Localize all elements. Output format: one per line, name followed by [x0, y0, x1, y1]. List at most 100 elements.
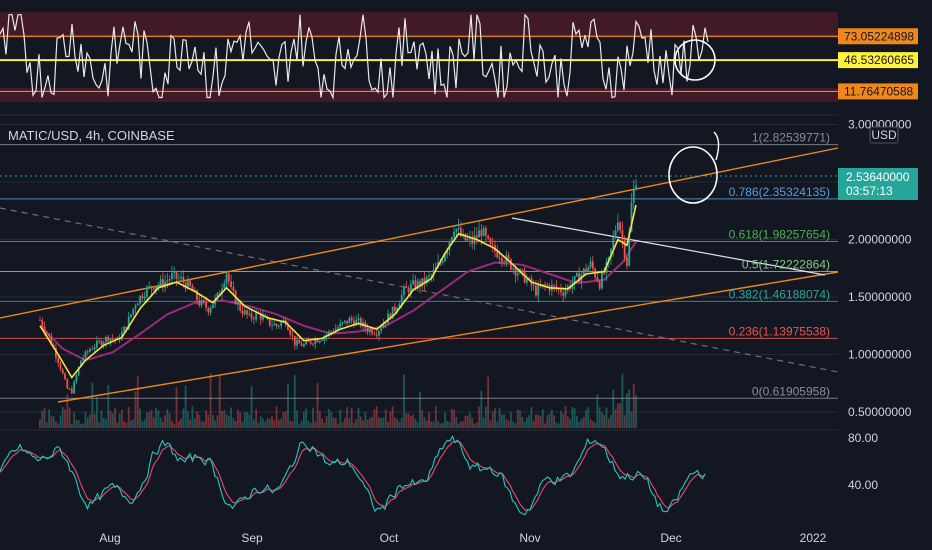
currency-badge[interactable]: USD: [869, 126, 899, 144]
volume-bar: [555, 422, 558, 428]
volume-bar: [343, 418, 346, 428]
oscillator-level-badge[interactable]: [838, 52, 918, 69]
candle-body: [66, 379, 69, 389]
volume-bar: [480, 390, 483, 428]
candle-body: [246, 310, 248, 315]
candle-body: [259, 313, 262, 320]
candle-body: [271, 325, 273, 327]
candle-body: [587, 267, 590, 272]
volume-bar: [93, 413, 96, 428]
candle-body: [507, 255, 510, 260]
volume-bar: [514, 423, 517, 428]
candle-body: [555, 285, 558, 289]
time-axis-label: Aug: [99, 531, 120, 545]
candle-body: [55, 348, 57, 358]
current-price-badge[interactable]: 2.53640000 03:57:13: [838, 168, 918, 200]
candle-body: [75, 375, 78, 382]
candle-body: [591, 261, 594, 269]
volume-bar: [273, 420, 276, 428]
candle-body: [41, 320, 44, 327]
candle-body: [537, 285, 540, 296]
candle-body: [277, 325, 280, 327]
candle-body: [166, 280, 169, 282]
volume-bar: [189, 419, 192, 428]
price-axis[interactable]: 3.000000002.500000002.000000001.50000000…: [838, 0, 932, 550]
candle-body: [450, 237, 453, 242]
volume-bar: [373, 409, 376, 428]
volume-bar: [353, 422, 355, 428]
volume-bar: [521, 416, 524, 428]
candle-body: [405, 286, 408, 289]
fib-level-label: 1(2.82539771): [752, 131, 830, 145]
volume-bar: [339, 409, 342, 428]
candle-body: [196, 290, 198, 301]
candle-body: [107, 336, 110, 342]
price-tick-label: 1.50000000: [848, 290, 912, 304]
candle-body: [512, 268, 515, 270]
candle-body: [200, 300, 203, 306]
candle-body: [232, 287, 235, 291]
candle-body: [532, 285, 535, 287]
volume-bar: [73, 412, 76, 428]
volume-bar: [298, 423, 301, 428]
volume-bar: [469, 412, 471, 428]
candle-body: [596, 277, 599, 282]
candle-body: [453, 231, 455, 238]
annotation-arrow-price: [713, 131, 720, 161]
svg-text:USD: USD: [871, 128, 897, 142]
volume-bar: [491, 411, 494, 428]
candle-body: [459, 227, 462, 237]
candle-body: [334, 328, 337, 333]
candle-body: [560, 288, 562, 293]
candle-body: [621, 230, 624, 240]
candle-body: [480, 230, 483, 237]
volume-bar: [500, 414, 503, 428]
volume-bar: [157, 410, 160, 428]
top-oscillator-panel[interactable]: [0, 12, 838, 102]
candle-body: [287, 324, 289, 331]
main-price-panel[interactable]: 1(2.82539771) 0.786(2.35324135) 0.618(1.98…: [0, 124, 839, 429]
volume-bar: [607, 418, 610, 428]
volume-bar: [544, 423, 546, 428]
candle-body: [353, 320, 355, 326]
candle-body: [378, 330, 380, 336]
candle-body: [553, 284, 556, 286]
candle-body: [314, 339, 317, 345]
oscillator-level-badge[interactable]: [838, 83, 918, 100]
candle-body: [102, 342, 105, 346]
candle-body: [307, 340, 310, 342]
candle-body: [173, 271, 176, 273]
volume-bar: [209, 373, 212, 428]
time-axis[interactable]: Aug Sep Oct Nov Dec 2022: [99, 531, 826, 545]
candle-body: [457, 227, 460, 230]
volume-bar: [528, 415, 531, 428]
candle-body: [43, 326, 46, 333]
candle-body: [528, 277, 531, 279]
candle-body: [394, 306, 396, 312]
candle-body: [237, 301, 239, 305]
volume-bar: [264, 421, 267, 428]
candle-body: [598, 281, 601, 289]
candle-body: [177, 278, 180, 280]
volume-bar: [482, 417, 485, 428]
channel-upper-line: [0, 147, 839, 319]
bottom-oscillator-panel[interactable]: [0, 435, 706, 516]
fib-level-label: 0.786(2.35324135): [729, 185, 830, 199]
candle-body: [168, 278, 171, 281]
volume-bar: [421, 409, 424, 428]
wedge-line: [511, 217, 826, 276]
candle-body: [346, 320, 349, 324]
candle-body: [289, 330, 292, 335]
volume-bar: [139, 408, 141, 428]
stoch-tick-label: 40.00: [848, 478, 878, 492]
candle-body: [255, 312, 258, 320]
candle-body: [425, 276, 428, 284]
volume-bar: [280, 418, 283, 428]
volume-bar: [516, 410, 519, 428]
volume-bar: [566, 416, 569, 428]
volume-bar: [125, 422, 128, 428]
volume-bar: [52, 416, 55, 428]
volume-bar: [107, 385, 110, 428]
oscillator-level-badge[interactable]: [838, 28, 918, 45]
